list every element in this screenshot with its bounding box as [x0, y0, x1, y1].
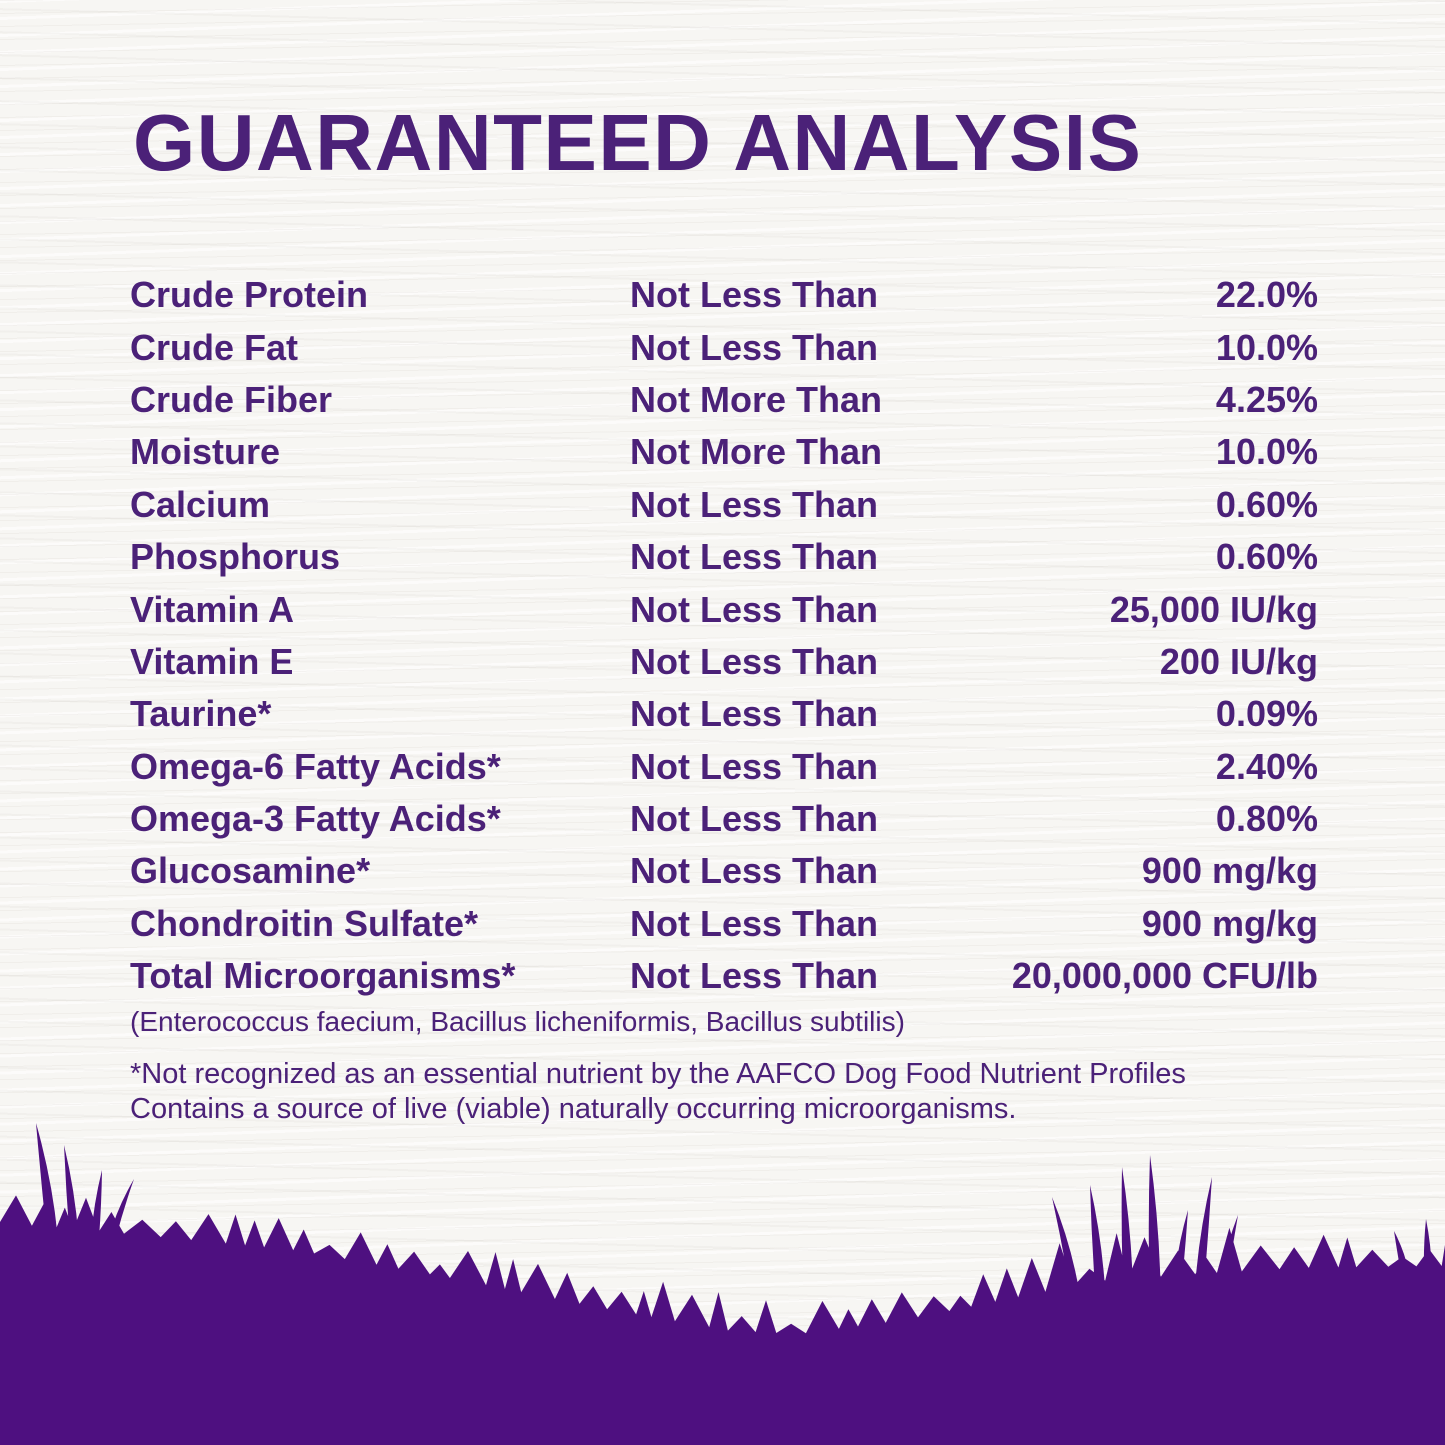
guarantee-value: 25,000 IU/kg [1109, 588, 1318, 630]
nutrient-name: Total Microorganisms* [130, 955, 516, 997]
nutrient-name: Moisture [130, 431, 281, 473]
table-row: Omega-6 Fatty Acids* Not Less Than 2.40% [130, 741, 1318, 793]
nutrient-name: Chondroitin Sulfate* [130, 902, 478, 944]
nutrient-name: Crude Fat [130, 326, 299, 368]
grass-silhouette [0, 1123, 1445, 1445]
table-row: Chondroitin Sulfate* Not Less Than 900 m… [130, 898, 1318, 950]
guarantee-condition: Not More Than [630, 431, 882, 473]
guarantee-condition: Not Less Than [630, 326, 879, 368]
guarantee-condition: Not Less Than [630, 902, 879, 944]
table-row: Moisture Not More Than 10.0% [130, 426, 1318, 478]
guarantee-value: 900 mg/kg [1141, 850, 1318, 892]
guarantee-condition: Not More Than [630, 378, 882, 420]
table-row: Phosphorus Not Less Than 0.60% [130, 531, 1318, 583]
guarantee-condition: Not Less Than [630, 536, 879, 578]
nutrient-name: Vitamin A [130, 588, 295, 630]
microorganism-species-note: (Enterococcus faecium, Bacillus lichenif… [130, 1006, 905, 1037]
guarantee-value: 0.80% [1215, 798, 1318, 840]
table-row: Taurine* Not Less Than 0.09% [130, 688, 1318, 740]
page-title: GUARANTEED ANALYSIS [133, 98, 1143, 187]
table-row: Crude Fat Not Less Than 10.0% [130, 321, 1318, 373]
guarantee-value: 0.60% [1215, 536, 1318, 578]
analysis-table: Crude Protein Not Less Than 22.0% Crude … [130, 269, 1318, 1002]
footnote-line-1: *Not recognized as an essential nutrient… [130, 1058, 1186, 1090]
table-row: Vitamin A Not Less Than 25,000 IU/kg [130, 583, 1318, 635]
guarantee-condition: Not Less Than [630, 588, 879, 630]
nutrient-name: Omega-3 Fatty Acids* [130, 798, 501, 840]
nutrient-name: Calcium [130, 483, 271, 525]
nutrient-name: Crude Protein [130, 274, 369, 316]
guarantee-condition: Not Less Than [630, 798, 879, 840]
guarantee-value: 10.0% [1215, 326, 1318, 368]
guarantee-value: 0.60% [1215, 483, 1318, 525]
guarantee-condition: Not Less Than [630, 693, 879, 735]
nutrient-name: Crude Fiber [130, 378, 333, 420]
table-row: Glucosamine* Not Less Than 900 mg/kg [130, 845, 1318, 897]
guarantee-value: 0.09% [1215, 693, 1318, 735]
guarantee-value: 20,000,000 CFU/lb [1011, 955, 1318, 997]
aafco-footnote: *Not recognized as an essential nutrient… [130, 1057, 1186, 1127]
table-row: Crude Fiber Not More Than 4.25% [130, 374, 1318, 426]
guarantee-value: 2.40% [1215, 745, 1318, 787]
guarantee-condition: Not Less Than [630, 274, 879, 316]
footnote-line-2: Contains a source of live (viable) natur… [130, 1093, 1017, 1125]
table-row: Crude Protein Not Less Than 22.0% [130, 269, 1318, 321]
guarantee-value: 10.0% [1215, 431, 1318, 473]
nutrient-name: Vitamin E [130, 640, 294, 682]
table-row: Total Microorganisms* Not Less Than 20,0… [130, 950, 1318, 1002]
nutrient-name: Taurine* [130, 693, 272, 735]
guarantee-condition: Not Less Than [630, 640, 879, 682]
table-row: Vitamin E Not Less Than 200 IU/kg [130, 636, 1318, 688]
table-row: Omega-3 Fatty Acids* Not Less Than 0.80% [130, 793, 1318, 845]
guarantee-value: 900 mg/kg [1141, 902, 1318, 944]
table-row: Calcium Not Less Than 0.60% [130, 479, 1318, 531]
nutrient-name: Omega-6 Fatty Acids* [130, 745, 501, 787]
guarantee-condition: Not Less Than [630, 955, 879, 997]
nutrient-name: Phosphorus [130, 536, 341, 578]
guarantee-value: 22.0% [1215, 274, 1318, 316]
nutrient-name: Glucosamine* [130, 850, 371, 892]
guarantee-condition: Not Less Than [630, 483, 879, 525]
guarantee-condition: Not Less Than [630, 745, 879, 787]
guarantee-condition: Not Less Than [630, 850, 879, 892]
guarantee-value: 4.25% [1215, 378, 1318, 420]
grass-shape [0, 1123, 1445, 1445]
guarantee-value: 200 IU/kg [1159, 640, 1318, 682]
